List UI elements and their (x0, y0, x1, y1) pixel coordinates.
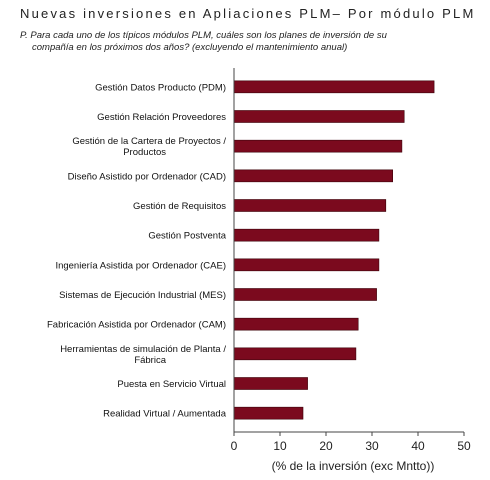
bar (233, 288, 377, 301)
category-label: Ingeniería Asistida por Ordenador (CAE) (55, 260, 226, 271)
category-label: Diseño Asistido por Ordenador (CAD) (68, 171, 226, 182)
survey-question: P. Para cada uno de los típicos módulos … (20, 30, 480, 54)
bar (233, 199, 387, 212)
x-tick-label: 0 (231, 439, 238, 453)
category-label: Gestión Relación Proveedores (97, 112, 226, 123)
bar (233, 80, 435, 94)
category-label: Gestión de la Cartera de Proyectos / Prod… (72, 136, 226, 158)
bar (233, 317, 359, 331)
chart-title: Nuevas inversiones en Apliaciones PLM– P… (20, 6, 476, 21)
bar (233, 258, 380, 272)
x-tick-label: 10 (273, 439, 287, 453)
category-label: Gestión de Requisitos (133, 201, 226, 212)
survey-question-line-1: P. Para cada uno de los típicos módulos … (20, 30, 387, 41)
bars-group (233, 80, 435, 420)
category-label: Gestión Postventa (148, 231, 226, 242)
bar (233, 110, 405, 123)
category-label: Puesta en Servicio Virtual (117, 379, 226, 390)
category-label: Gestión Datos Producto (PDM) (95, 82, 226, 93)
survey-question-line-2: compañía en los próximos dos años? (excl… (32, 42, 348, 53)
category-labels: Gestión Datos Producto (PDM) Gestión Rela… (47, 82, 227, 419)
bar (233, 347, 357, 361)
category-label: Sistemas de Ejecución Industrial (MES) (59, 290, 226, 301)
x-axis-ticks: 0 10 20 30 40 50 (231, 432, 471, 453)
category-label: Fabricación Asistida por Ordenador (CAM) (47, 320, 226, 331)
bar (233, 228, 380, 242)
category-label: Realidad Virtual / Aumentada (103, 409, 227, 420)
x-tick-label: 50 (457, 439, 471, 453)
bar (233, 377, 308, 390)
bar (233, 406, 304, 420)
x-tick-label: 30 (365, 439, 379, 453)
bar (233, 169, 393, 183)
x-tick-label: 40 (411, 439, 425, 453)
bar (233, 139, 403, 153)
x-tick-label: 20 (319, 439, 333, 453)
x-axis-label: (% de la inversión (exc Mntto)) (272, 459, 435, 473)
category-label: Herramientas de simulación de Planta / Fá… (60, 344, 226, 366)
